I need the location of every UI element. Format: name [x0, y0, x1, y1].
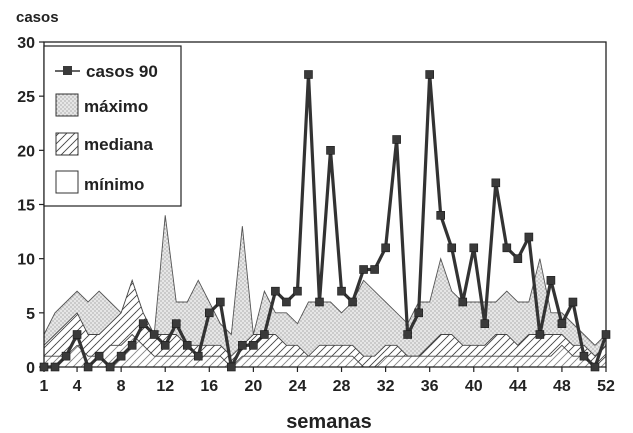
marker-casos-90: [392, 135, 401, 144]
marker-casos-90: [546, 276, 556, 285]
marker-casos-90: [72, 330, 82, 339]
x-tick-label: 24: [289, 378, 307, 395]
marker-casos-90: [359, 265, 368, 274]
area-maximo: [44, 215, 606, 367]
marker-casos-90: [535, 330, 545, 339]
marker-casos-90: [260, 330, 269, 339]
marker-casos-90: [568, 297, 578, 307]
marker-casos-90: [138, 319, 148, 328]
marker-casos-90: [579, 351, 589, 361]
marker-casos-90: [116, 351, 126, 361]
x-tick-label: 44: [509, 378, 527, 395]
x-tick-label: 52: [597, 378, 615, 395]
y-tick-label: 15: [17, 198, 35, 215]
marker-casos-90: [227, 362, 236, 372]
marker-casos-90: [524, 232, 534, 242]
marker-casos-90: [502, 243, 512, 253]
marker-casos-90: [182, 341, 192, 350]
legend-minimo-swatch: [55, 170, 79, 194]
marker-casos-90: [204, 308, 214, 318]
x-tick-label: 36: [421, 378, 439, 395]
legend-casos-90-marker: [63, 66, 72, 75]
x-tick-label: 28: [333, 378, 351, 395]
marker-casos-90: [436, 211, 446, 220]
marker-casos-90: [337, 286, 346, 296]
area-minimo: [44, 334, 606, 367]
marker-casos-90: [293, 286, 302, 296]
marker-casos-90: [590, 362, 600, 372]
y-tick-label: 25: [17, 89, 35, 106]
marker-casos-90: [458, 297, 468, 307]
marker-casos-90: [447, 243, 457, 253]
x-tick-label: 16: [200, 378, 218, 395]
legend-minimo-label: mínimo: [84, 175, 144, 194]
marker-casos-90: [83, 362, 93, 372]
marker-casos-90: [315, 297, 324, 307]
marker-casos-90: [249, 341, 258, 350]
marker-casos-90: [601, 330, 611, 339]
marker-casos-90: [238, 341, 247, 350]
marker-casos-90: [50, 362, 60, 372]
x-tick-label: 32: [377, 378, 395, 395]
marker-casos-90: [160, 341, 170, 350]
marker-casos-90: [171, 319, 181, 328]
y-axis-title: casos: [16, 9, 59, 26]
series-casos-90: [39, 70, 611, 372]
legend-casos-90-label: casos 90: [86, 62, 158, 81]
marker-casos-90: [513, 254, 523, 263]
y-tick-label: 30: [17, 35, 35, 52]
marker-casos-90: [127, 341, 137, 350]
legend-mediana-swatch: [55, 132, 79, 156]
marker-casos-90: [94, 351, 104, 361]
marker-casos-90: [271, 286, 280, 296]
marker-casos-90: [105, 362, 115, 372]
marker-casos-90: [282, 297, 291, 307]
marker-casos-90: [61, 351, 71, 361]
line-minimo: [44, 333, 607, 368]
legend-maximo-label: máximo: [84, 97, 148, 116]
line-casos-90: [44, 72, 608, 369]
x-tick-label: 20: [244, 378, 262, 395]
x-tick-label: 12: [156, 378, 174, 395]
marker-casos-90: [381, 243, 390, 253]
x-tick-label: 48: [553, 378, 571, 395]
legend-maximo-swatch: [55, 93, 79, 117]
marker-casos-90: [216, 297, 225, 307]
marker-casos-90: [403, 330, 412, 339]
y-tick-label: 0: [26, 360, 35, 377]
y-tick-label: 5: [26, 306, 35, 323]
x-tick-label: 8: [117, 378, 126, 395]
y-tick-label: 10: [17, 252, 35, 269]
marker-casos-90: [348, 297, 357, 307]
x-tick-label: 40: [465, 378, 483, 395]
marker-casos-90: [39, 362, 49, 372]
marker-casos-90: [326, 146, 335, 155]
marker-casos-90: [425, 70, 434, 79]
x-tick-label: 1: [40, 378, 49, 395]
marker-casos-90: [304, 70, 313, 79]
marker-casos-90: [149, 330, 159, 339]
marker-casos-90: [193, 351, 203, 361]
marker-casos-90: [480, 319, 490, 328]
marker-casos-90: [469, 243, 479, 253]
marker-casos-90: [491, 178, 501, 188]
line-mediana: [43, 278, 607, 357]
legend-mediana-label: mediana: [84, 135, 154, 154]
marker-casos-90: [414, 308, 423, 318]
marker-casos-90: [557, 319, 567, 328]
marker-casos-90: [370, 265, 379, 274]
y-tick-label: 20: [17, 143, 35, 160]
x-tick-label: 4: [73, 378, 82, 395]
legend: casos 90 máximo mediana mínimo: [43, 45, 182, 207]
x-axis-title: semanas: [286, 411, 372, 433]
